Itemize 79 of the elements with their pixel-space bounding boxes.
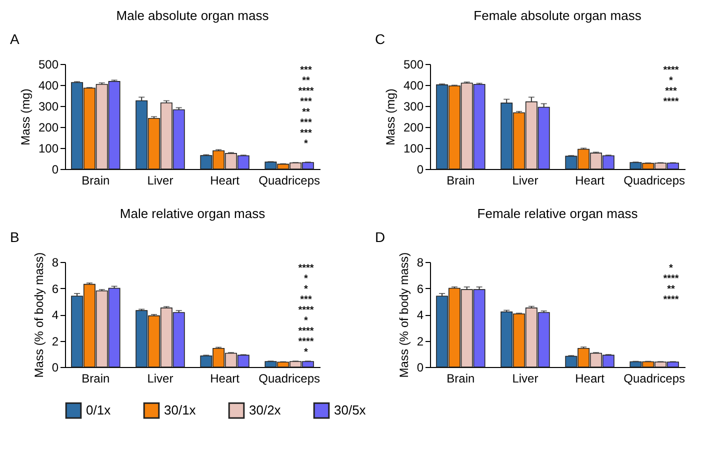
y-tick-label: 100 bbox=[403, 142, 424, 156]
legend-label: 0/1x bbox=[86, 402, 112, 418]
x-tick-label: Liver bbox=[512, 372, 538, 386]
y-tick-label: 100 bbox=[38, 142, 59, 156]
x-tick-label: Quadriceps bbox=[624, 372, 686, 386]
x-tick-label: Heart bbox=[210, 174, 240, 188]
annotation: * bbox=[304, 347, 308, 358]
x-tick-label: Liver bbox=[512, 174, 538, 188]
annotation: *** bbox=[665, 86, 677, 97]
y-tick-label: 0 bbox=[52, 162, 59, 176]
y-tick-label: 300 bbox=[38, 100, 59, 114]
y-tick-label: 500 bbox=[38, 58, 59, 72]
annotation: * bbox=[304, 284, 308, 295]
y-tick-label: 2 bbox=[52, 334, 59, 348]
annotation: ** bbox=[302, 76, 310, 86]
x-tick-label: Heart bbox=[575, 174, 606, 188]
x-tick-label: Quadriceps bbox=[624, 174, 686, 188]
annotation: **** bbox=[298, 336, 314, 348]
x-tick-label: Heart bbox=[575, 372, 606, 386]
annotation: * bbox=[304, 316, 308, 326]
legend-label: 30/1x bbox=[164, 402, 196, 418]
y-axis-title: Mass (% of body mass) bbox=[396, 252, 411, 378]
y-tick-label: 200 bbox=[38, 120, 59, 134]
annotation: **** bbox=[663, 65, 679, 76]
text: C bbox=[375, 31, 386, 47]
y-tick-label: 0 bbox=[416, 162, 424, 176]
annotation: * bbox=[304, 274, 308, 284]
y-tick-label: 0 bbox=[52, 360, 59, 374]
x-tick-label: Heart bbox=[210, 372, 240, 386]
legend-label: 30/2x bbox=[249, 402, 282, 418]
y-tick-label: 200 bbox=[403, 120, 424, 134]
x-tick-label: Brain bbox=[446, 174, 475, 188]
annotation: **** bbox=[298, 305, 314, 316]
x-tick-label: Brain bbox=[82, 174, 110, 188]
x-tick-label: Quadriceps bbox=[258, 174, 320, 188]
chart-title: Male absolute organ mass bbox=[116, 8, 270, 23]
x-tick-label: Brain bbox=[446, 372, 475, 386]
x-tick-label: Liver bbox=[147, 372, 174, 386]
x-tick-label: Quadriceps bbox=[258, 372, 320, 386]
annotation: **** bbox=[298, 326, 314, 337]
y-axis-title: Mass (% of body mass) bbox=[32, 252, 46, 378]
annotation: *** bbox=[300, 65, 312, 76]
y-tick-label: 8 bbox=[52, 256, 59, 270]
y-tick-label: 400 bbox=[38, 78, 59, 92]
annotation: *** bbox=[300, 118, 312, 128]
annotation: * bbox=[304, 138, 308, 150]
y-axis-title: Mass (mg) bbox=[383, 88, 398, 146]
annotation: **** bbox=[298, 263, 314, 274]
annotation: **** bbox=[298, 86, 314, 97]
annotation: *** bbox=[300, 294, 312, 306]
text: A bbox=[10, 31, 20, 47]
y-tick-label: 4 bbox=[52, 308, 59, 322]
legend-label: 30/5x bbox=[334, 402, 366, 418]
y-tick-label: 300 bbox=[403, 100, 424, 114]
annotation: * bbox=[669, 76, 674, 86]
annotation: ** bbox=[302, 107, 310, 118]
annotation: *** bbox=[300, 96, 312, 108]
chart-title: Female relative organ mass bbox=[477, 206, 638, 221]
y-tick-label: 500 bbox=[403, 58, 424, 72]
annotation: *** bbox=[300, 128, 312, 139]
y-tick-label: 0 bbox=[416, 360, 424, 374]
y-tick-label: 8 bbox=[416, 256, 424, 270]
chart-title: Male relative organ mass bbox=[120, 206, 266, 221]
chart-title: Female absolute organ mass bbox=[474, 8, 642, 23]
y-tick-label: 400 bbox=[403, 78, 424, 92]
annotation: * bbox=[669, 263, 674, 274]
text: D bbox=[375, 229, 386, 245]
annotation: **** bbox=[663, 274, 679, 284]
y-tick-label: 6 bbox=[52, 282, 59, 296]
annotation: ** bbox=[667, 284, 675, 295]
y-axis-title: Mass (mg) bbox=[18, 88, 32, 146]
y-tick-label: 6 bbox=[416, 282, 424, 296]
x-tick-label: Brain bbox=[82, 372, 110, 386]
y-tick-label: 2 bbox=[416, 334, 424, 348]
x-tick-label: Liver bbox=[147, 174, 174, 188]
annotation: **** bbox=[663, 294, 679, 306]
y-tick-label: 4 bbox=[416, 308, 424, 322]
text: B bbox=[10, 229, 20, 245]
annotation: **** bbox=[663, 96, 679, 108]
